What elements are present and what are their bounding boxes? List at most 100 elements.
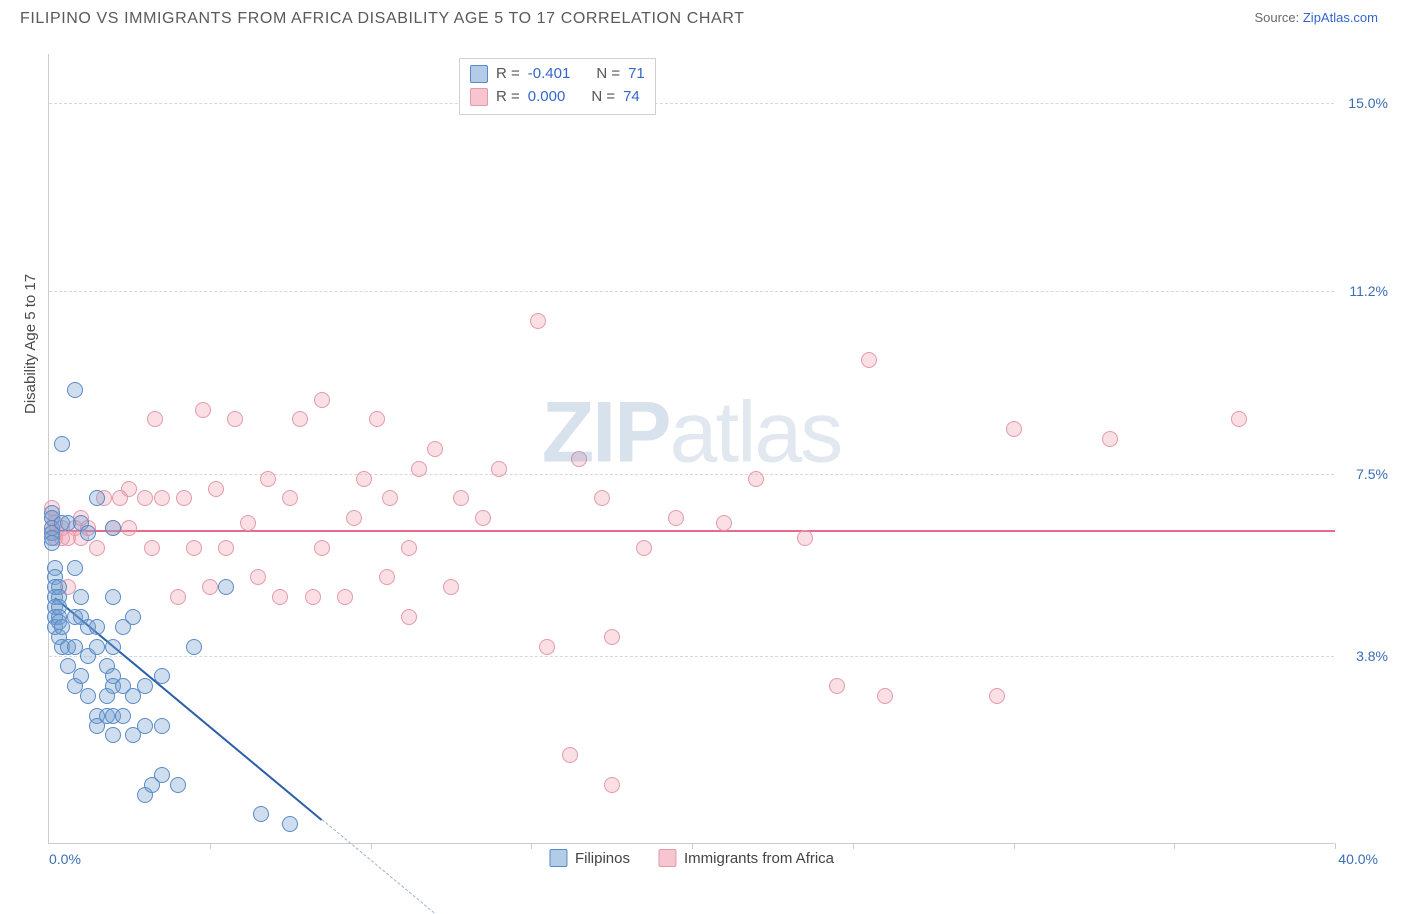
legend-r-value: -0.401 xyxy=(528,63,571,86)
data-point xyxy=(227,411,243,427)
legend-swatch xyxy=(549,849,567,867)
data-point xyxy=(253,806,269,822)
legend-n-label: N = xyxy=(596,63,620,86)
data-point xyxy=(154,668,170,684)
data-point xyxy=(314,392,330,408)
data-point xyxy=(73,589,89,605)
data-point xyxy=(539,639,555,655)
data-point xyxy=(170,589,186,605)
correlation-legend: R =-0.401N =71R =0.000N =74 xyxy=(459,58,656,115)
source-attribution: Source: ZipAtlas.com xyxy=(1254,10,1378,25)
data-point xyxy=(186,639,202,655)
legend-swatch xyxy=(470,88,488,106)
data-point xyxy=(346,510,362,526)
data-point xyxy=(186,540,202,556)
x-tick xyxy=(210,843,211,849)
data-point xyxy=(314,540,330,556)
data-point xyxy=(594,490,610,506)
y-tick-label: 7.5% xyxy=(1356,466,1388,482)
data-point xyxy=(877,688,893,704)
x-axis-max-label: 40.0% xyxy=(1338,851,1378,867)
data-point xyxy=(337,589,353,605)
x-tick xyxy=(692,843,693,849)
legend-r-value: 0.000 xyxy=(528,86,566,109)
watermark: ZIPatlas xyxy=(542,383,841,482)
data-point xyxy=(105,727,121,743)
data-point xyxy=(453,490,469,506)
data-point xyxy=(748,471,764,487)
legend-swatch xyxy=(658,849,676,867)
data-point xyxy=(89,639,105,655)
data-point xyxy=(491,461,507,477)
watermark-atlas: atlas xyxy=(670,384,842,480)
data-point xyxy=(89,619,105,635)
data-point xyxy=(382,490,398,506)
data-point xyxy=(562,747,578,763)
data-point xyxy=(530,313,546,329)
data-point xyxy=(861,352,877,368)
x-tick xyxy=(1174,843,1175,849)
data-point xyxy=(54,436,70,452)
data-point xyxy=(571,451,587,467)
legend-n-value: 71 xyxy=(628,63,645,86)
data-point xyxy=(154,767,170,783)
data-point xyxy=(67,560,83,576)
chart-area: Disability Age 5 to 17 ZIPatlas R =-0.40… xyxy=(48,54,1378,854)
watermark-zip: ZIP xyxy=(542,384,670,480)
legend-n-value: 74 xyxy=(623,86,640,109)
x-tick xyxy=(853,843,854,849)
data-point xyxy=(170,777,186,793)
data-point xyxy=(67,382,83,398)
data-point xyxy=(369,411,385,427)
data-point xyxy=(716,515,732,531)
data-point xyxy=(154,490,170,506)
data-point xyxy=(89,540,105,556)
data-point xyxy=(636,540,652,556)
source-link[interactable]: ZipAtlas.com xyxy=(1303,10,1378,25)
data-point xyxy=(356,471,372,487)
data-point xyxy=(240,515,256,531)
legend-r-label: R = xyxy=(496,63,520,86)
data-point xyxy=(105,520,121,536)
data-point xyxy=(121,481,137,497)
chart-title: FILIPINO VS IMMIGRANTS FROM AFRICA DISAB… xyxy=(20,10,745,28)
data-point xyxy=(401,609,417,625)
y-axis-label: Disability Age 5 to 17 xyxy=(22,274,39,414)
data-point xyxy=(208,481,224,497)
data-point xyxy=(121,520,137,536)
data-point xyxy=(989,688,1005,704)
gridline xyxy=(49,656,1334,657)
data-point xyxy=(105,639,121,655)
data-point xyxy=(1006,421,1022,437)
data-point xyxy=(89,490,105,506)
data-point xyxy=(282,490,298,506)
data-point xyxy=(260,471,276,487)
series-legend-label: Filipinos xyxy=(575,850,630,867)
series-legend-label: Immigrants from Africa xyxy=(684,850,834,867)
data-point xyxy=(250,569,266,585)
data-point xyxy=(218,540,234,556)
data-point xyxy=(144,540,160,556)
data-point xyxy=(80,525,96,541)
data-point xyxy=(105,589,121,605)
legend-swatch xyxy=(470,65,488,83)
data-point xyxy=(379,569,395,585)
data-point xyxy=(176,490,192,506)
data-point xyxy=(202,579,218,595)
data-point xyxy=(115,708,131,724)
data-point xyxy=(1102,431,1118,447)
data-point xyxy=(137,678,153,694)
data-point xyxy=(401,540,417,556)
legend-r-label: R = xyxy=(496,86,520,109)
data-point xyxy=(44,535,60,551)
x-tick xyxy=(531,843,532,849)
series-legend: Filipinos Immigrants from Africa xyxy=(549,849,834,867)
data-point xyxy=(604,629,620,645)
gridline xyxy=(49,103,1334,104)
data-point xyxy=(604,777,620,793)
data-point xyxy=(475,510,491,526)
x-tick xyxy=(1335,843,1336,849)
data-point xyxy=(154,718,170,734)
data-point xyxy=(427,441,443,457)
data-point xyxy=(125,609,141,625)
